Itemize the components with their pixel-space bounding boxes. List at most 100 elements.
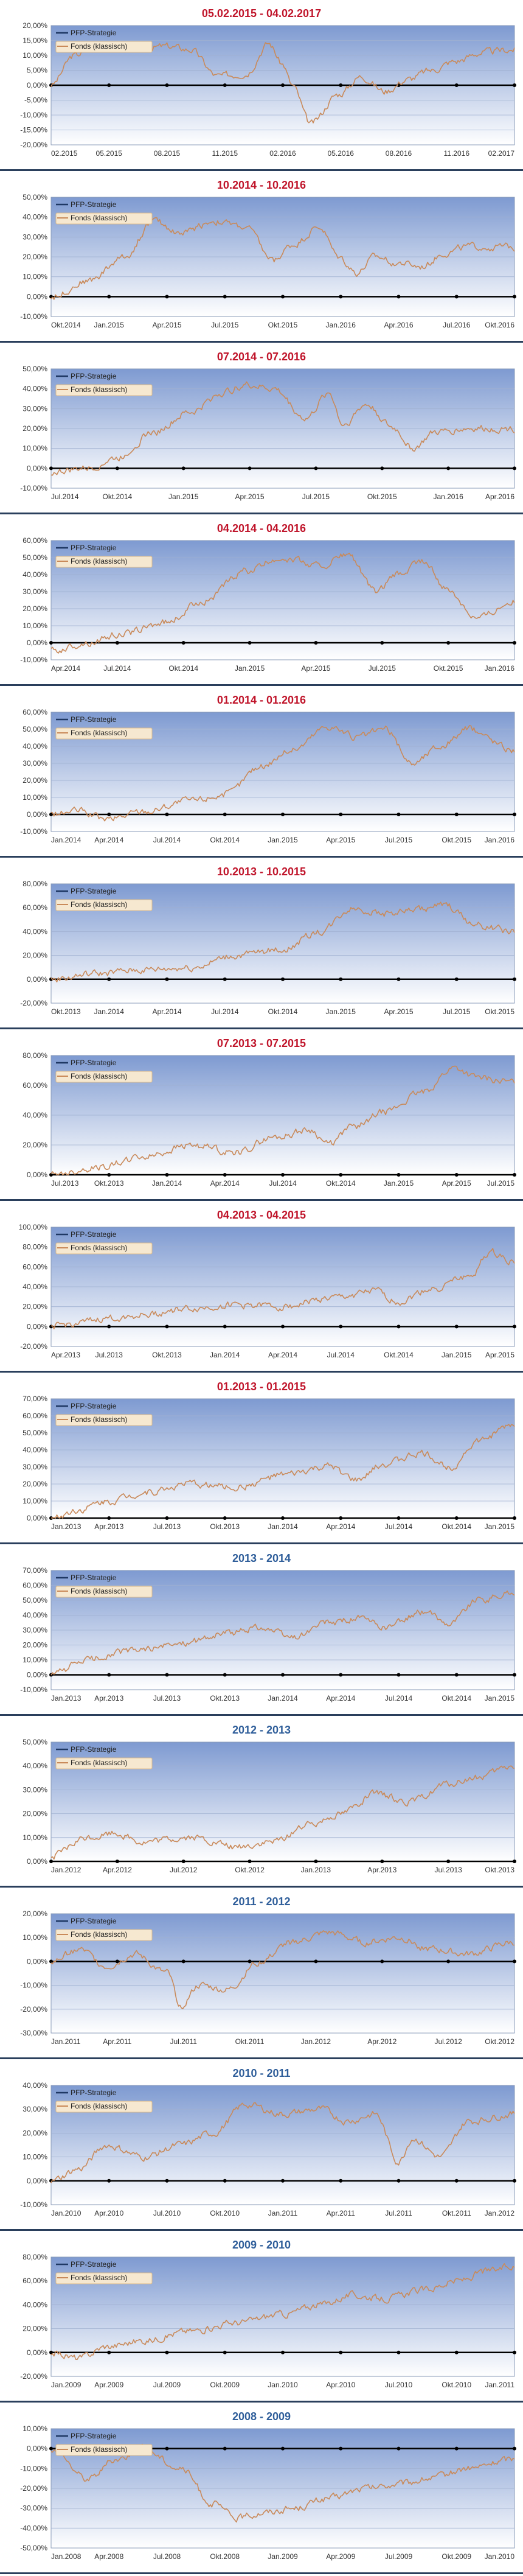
x-tick-label: Jul.2010 (385, 2381, 413, 2389)
zero-axis-marker (181, 1860, 185, 1863)
zero-axis-marker (513, 1673, 516, 1677)
x-tick-label: Apr.2013 (367, 1866, 397, 1874)
y-tick-label: 80,00% (23, 1052, 47, 1060)
x-tick-label: 05.2015 (96, 149, 123, 158)
y-tick-label: 40,00% (23, 1283, 47, 1291)
zero-axis-marker (107, 295, 111, 299)
zero-axis-marker (223, 295, 227, 299)
legend-label: PFP-Strategie (71, 1573, 117, 1582)
x-tick-label: Apr.2014 (94, 836, 123, 844)
y-tick-label: 20,00% (23, 951, 47, 960)
chart-svg: 70,00% 60,00% 50,00% 40,00% 30,00% 20,00% 10,0… (20, 1567, 516, 1703)
zero-axis-marker (281, 1325, 285, 1329)
y-tick-label: 0,00% (27, 2177, 47, 2185)
y-tick-label: 50,00% (23, 1738, 47, 1746)
x-tick-label: Jan.2015 (235, 664, 265, 673)
chart-panel: 2011 - 2012 20,00% 10,00% 0,00% -10,00% -20,0… (0, 1888, 523, 2060)
legend-highlight (55, 2444, 153, 2456)
legend: PFP-Strategie Fonds (klassisch) (55, 372, 153, 396)
y-tick-label: 40,00% (23, 927, 47, 936)
chart-panel: 01.2014 - 01.2016 60,00% 50,00% 40,00% 30,00… (0, 687, 523, 858)
x-tick-label: Apr.2016 (485, 492, 514, 501)
chart-panel: 04.2014 - 04.2016 60,00% 50,00% 40,00% 30,00… (0, 515, 523, 687)
legend-highlight (55, 2272, 153, 2284)
zero-axis-marker (380, 641, 384, 645)
y-tick-label: 30,00% (23, 1626, 47, 1634)
x-tick-label: Okt.2014 (442, 1694, 471, 1703)
chart-panel: 01.2013 - 01.2015 70,00% 60,00% 50,00% 40,00… (0, 1373, 523, 1545)
zero-axis-marker (223, 2179, 227, 2183)
zero-axis-marker (107, 977, 111, 981)
zero-axis-marker (181, 641, 185, 645)
y-tick-label: 50,00% (23, 365, 47, 373)
zero-axis-marker (223, 1173, 227, 1177)
x-tick-label: Jul.2013 (95, 1351, 123, 1359)
x-tick-label: Jan.2014 (268, 1694, 298, 1703)
y-tick-label: -30,00% (20, 2504, 47, 2513)
zero-axis-marker (339, 1673, 343, 1677)
zero-axis-marker (446, 641, 451, 645)
x-tick-label: 08.2016 (386, 149, 412, 158)
y-tick-label: 30,00% (23, 233, 47, 241)
x-tick-label: Jan.2009 (268, 2552, 298, 2561)
zero-axis-marker (314, 1959, 318, 1964)
zero-axis-marker (107, 2179, 111, 2183)
y-tick-label: -10,00% (20, 2464, 47, 2473)
x-tick-label: Apr.2010 (94, 2209, 123, 2217)
y-tick-label: -20,00% (20, 2372, 47, 2381)
x-tick-label: Okt.2011 (235, 2037, 265, 2046)
x-tick-label: Okt.2013 (152, 1351, 182, 1359)
x-tick-label: Okt.2014 (51, 321, 81, 329)
chart-svg: 80,00% 60,00% 40,00% 20,00% 0,00% Jul.2013 Okt… (23, 1052, 516, 1188)
chart-title: 05.02.2015 - 04.02.2017 (201, 7, 322, 19)
zero-axis-marker (165, 977, 169, 981)
legend-label: PFP-Strategie (71, 2432, 117, 2440)
x-tick-label: Apr.2014 (326, 1694, 355, 1703)
x-tick-label: Okt.2015 (268, 321, 298, 329)
chart-svg: 20,00% 10,00% 0,00% -10,00% -20,00% -30,00% Ja… (20, 1910, 516, 2046)
legend-label: Fonds (klassisch) (71, 1930, 127, 1939)
zero-axis-marker (513, 1959, 516, 1964)
legend-label: PFP-Strategie (71, 2088, 117, 2097)
x-tick-label: Jan.2010 (485, 2552, 515, 2561)
zero-axis-marker (223, 813, 227, 816)
x-tick-label: Apr.2016 (384, 321, 413, 329)
legend-label: Fonds (klassisch) (71, 2445, 127, 2454)
legend-highlight (55, 727, 153, 740)
x-tick-label: Jul.2013 (51, 1179, 79, 1188)
zero-axis-marker (181, 466, 185, 471)
x-tick-label: Okt.2014 (103, 492, 133, 501)
x-tick-label: Jan.2016 (326, 321, 356, 329)
y-tick-label: 0,00% (27, 2348, 47, 2357)
zero-axis-marker (339, 83, 343, 87)
legend: PFP-Strategie Fonds (klassisch) (55, 1059, 153, 1083)
zero-axis-marker (314, 466, 318, 471)
y-tick-label: 20,00% (23, 22, 47, 30)
x-tick-label: Okt.2014 (384, 1351, 414, 1359)
x-tick-label: Jul.2014 (385, 1522, 413, 1531)
legend-highlight (55, 1757, 153, 1769)
y-tick-label: 15,00% (23, 37, 47, 45)
y-tick-label: 10,00% (23, 621, 47, 630)
x-tick-label: Apr.2013 (51, 1351, 80, 1359)
chart-panel: 2008 - 2009 10,00% 0,00% -10,00% -20,00% -30,… (0, 2403, 523, 2575)
y-tick-label: -10,00% (20, 1981, 47, 1990)
y-tick-label: 60,00% (23, 1581, 47, 1590)
chart-title: 2009 - 2010 (232, 2239, 291, 2251)
x-tick-label: Jul.2014 (153, 836, 181, 844)
zero-axis-marker (165, 83, 169, 87)
chart-svg: 80,00% 60,00% 40,00% 20,00% 0,00% -20,00% Jan.… (20, 2253, 516, 2389)
chart-svg: 70,00% 60,00% 50,00% 40,00% 30,00% 20,00% 10,0… (23, 1395, 516, 1531)
y-tick-label: 30,00% (23, 1463, 47, 1471)
zero-axis-marker (446, 466, 451, 471)
zero-axis-marker (397, 2446, 401, 2451)
chart-title: 07.2013 - 07.2015 (216, 1037, 307, 1049)
legend: PFP-Strategie Fonds (klassisch) (55, 1230, 153, 1255)
x-tick-label: Okt.2008 (210, 2552, 240, 2561)
y-tick-label: 10,00% (23, 1933, 47, 1942)
zero-axis-marker (281, 295, 285, 299)
x-tick-label: Jul.2014 (51, 492, 79, 501)
x-tick-label: Apr.2014 (326, 1522, 355, 1531)
y-tick-label: -30,00% (20, 2029, 47, 2037)
zero-axis-marker (107, 1516, 111, 1520)
